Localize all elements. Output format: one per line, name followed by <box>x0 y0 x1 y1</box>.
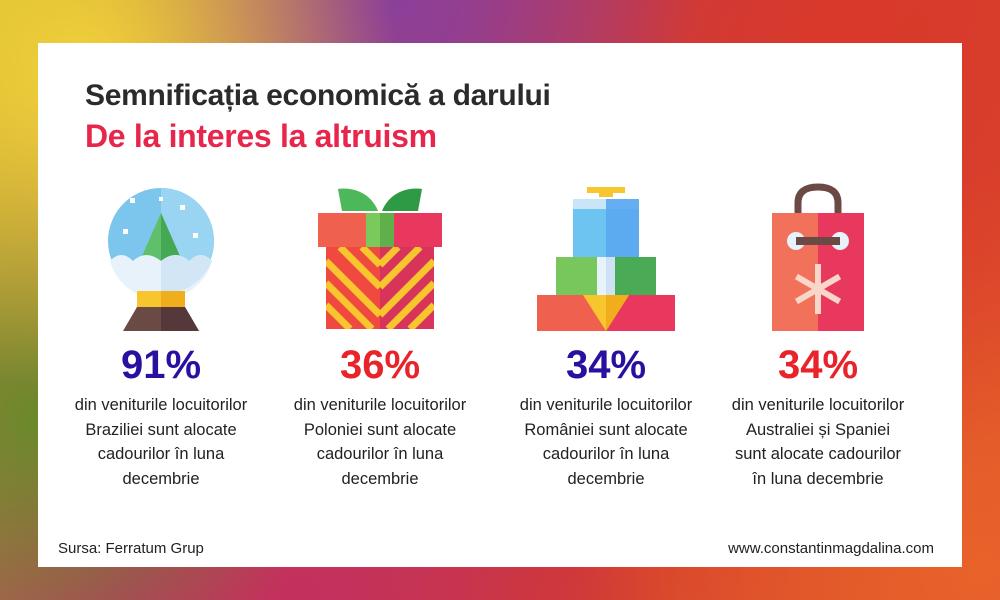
page-subtitle: De la interes la altruism <box>85 118 437 154</box>
stat-percent: 34% <box>777 343 859 387</box>
infographic-card: Semnificația economică a darului De la i… <box>38 43 962 567</box>
stat-percent: 34% <box>565 343 647 387</box>
stat-description: din veniturile locuitorilor Australiei ș… <box>731 396 905 488</box>
website-link[interactable]: www.constantinmagdalina.com <box>728 540 934 557</box>
stat-description: din veniturile locuitorilor României sun… <box>519 396 693 488</box>
page-title: Semnificația economică a darului <box>85 79 551 112</box>
snow-globe-icon <box>108 188 214 331</box>
stat-romania: 34% din veniturile locuitorilor României… <box>496 183 716 491</box>
shopping-bag-icon <box>772 183 864 331</box>
source-credit: Sursa: Ferratum Grup <box>58 540 204 557</box>
stat-description: din veniturile locuitorilor Braziliei su… <box>74 396 248 488</box>
gift-box-icon <box>318 188 442 329</box>
stat-australia-spain: 34% din veniturile locuitorilor Australi… <box>708 183 928 491</box>
stat-poland: 36% din veniturile locuitorilor Poloniei… <box>270 183 490 491</box>
stacked-gifts-icon <box>537 187 675 331</box>
stat-percent: 91% <box>120 343 202 387</box>
stat-percent: 36% <box>339 343 421 387</box>
stat-brazil: 91% din veniturile locuitorilor Brazilie… <box>51 183 271 491</box>
stat-description: din veniturile locuitorilor Poloniei sun… <box>293 396 467 488</box>
